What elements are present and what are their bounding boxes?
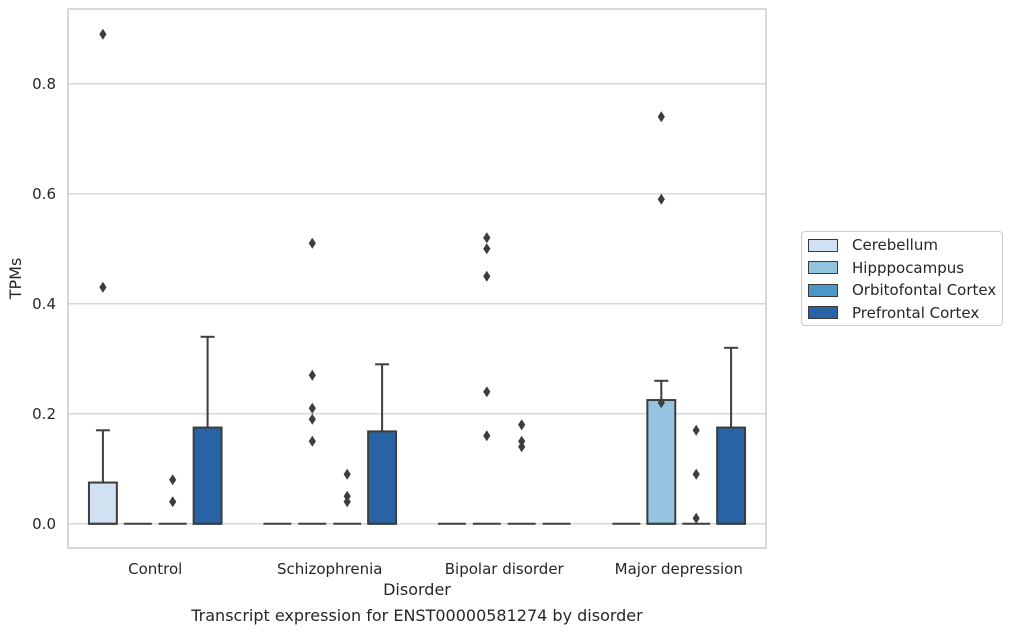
legend-label: Prefrontal Cortex xyxy=(852,303,980,322)
x-tick-label: Schizophrenia xyxy=(277,560,382,578)
outlier-point xyxy=(518,419,526,431)
box-group xyxy=(298,237,327,525)
x-axis-label: Disorder xyxy=(383,580,451,599)
y-tick-label: 0.6 xyxy=(32,185,56,203)
box-group xyxy=(507,419,536,525)
legend-swatch xyxy=(808,238,838,252)
legend-label: Orbitofontal Cortex xyxy=(852,281,997,300)
box xyxy=(87,481,118,525)
outlier-point xyxy=(308,402,316,414)
outlier-point xyxy=(657,193,665,205)
y-axis-ticks: 0.0 0.2 0.4 0.6 0.8 xyxy=(32,75,56,533)
outlier-point xyxy=(169,474,177,486)
box-group xyxy=(472,232,501,525)
outlier-point xyxy=(308,435,316,447)
box-group xyxy=(716,346,747,525)
box-group xyxy=(367,363,398,525)
legend-item: Hipppocampus xyxy=(808,258,964,278)
legend: Cerebellum Hipppocampus Orbitofontal Corte… xyxy=(801,231,1003,326)
outlier-point xyxy=(483,430,491,442)
y-axis-label: TPMs xyxy=(6,258,25,301)
chart-caption: Transcript expression for ENST0000058127… xyxy=(191,606,643,625)
x-tick-label: Bipolar disorder xyxy=(445,560,565,578)
outlier-point xyxy=(518,441,526,453)
box-group xyxy=(646,111,677,525)
x-axis-ticks: Control Schizophrenia Bipolar disorder Majo… xyxy=(128,560,743,578)
outlier-point xyxy=(308,237,316,249)
outlier-point xyxy=(483,232,491,244)
legend-label: Cerebellum xyxy=(852,236,938,254)
legend-item: Orbitofontal Cortex xyxy=(808,280,996,300)
y-tick-label: 0.4 xyxy=(32,295,56,313)
outlier-point xyxy=(343,468,351,480)
legend-swatch xyxy=(808,283,838,297)
x-tick-label: Control xyxy=(128,560,182,578)
outlier-point xyxy=(169,496,177,508)
outlier-point xyxy=(343,496,351,508)
y-tick-label: 0.2 xyxy=(32,405,56,423)
outlier-point xyxy=(308,413,316,425)
box-group xyxy=(333,468,362,525)
outlier-point xyxy=(308,369,316,381)
legend-label: Hipppocampus xyxy=(852,258,965,277)
box-group xyxy=(87,28,118,525)
box xyxy=(192,426,223,525)
box xyxy=(716,426,747,525)
legend-swatch xyxy=(808,306,838,320)
box xyxy=(367,430,398,525)
outlier-point xyxy=(99,28,107,40)
box xyxy=(646,399,677,525)
x-tick-label: Major depression xyxy=(615,560,743,578)
outlier-point xyxy=(692,468,700,480)
outlier-point xyxy=(657,111,665,123)
outlier-point xyxy=(483,270,491,282)
y-tick-label: 0.8 xyxy=(32,75,56,93)
plot-frame xyxy=(67,8,767,549)
legend-item: Cerebellum xyxy=(808,235,938,255)
box-group xyxy=(158,474,187,525)
outlier-point xyxy=(99,281,107,293)
y-tick-label: 0.0 xyxy=(32,515,56,533)
box-group xyxy=(682,424,711,525)
outlier-point xyxy=(657,397,665,409)
legend-swatch xyxy=(808,261,838,275)
legend-item: Prefrontal Cortex xyxy=(808,303,979,323)
outlier-point xyxy=(692,424,700,436)
outlier-point xyxy=(692,512,700,524)
box-groups xyxy=(87,28,747,525)
box-group xyxy=(192,335,223,525)
outlier-point xyxy=(483,243,491,255)
outlier-point xyxy=(483,386,491,398)
